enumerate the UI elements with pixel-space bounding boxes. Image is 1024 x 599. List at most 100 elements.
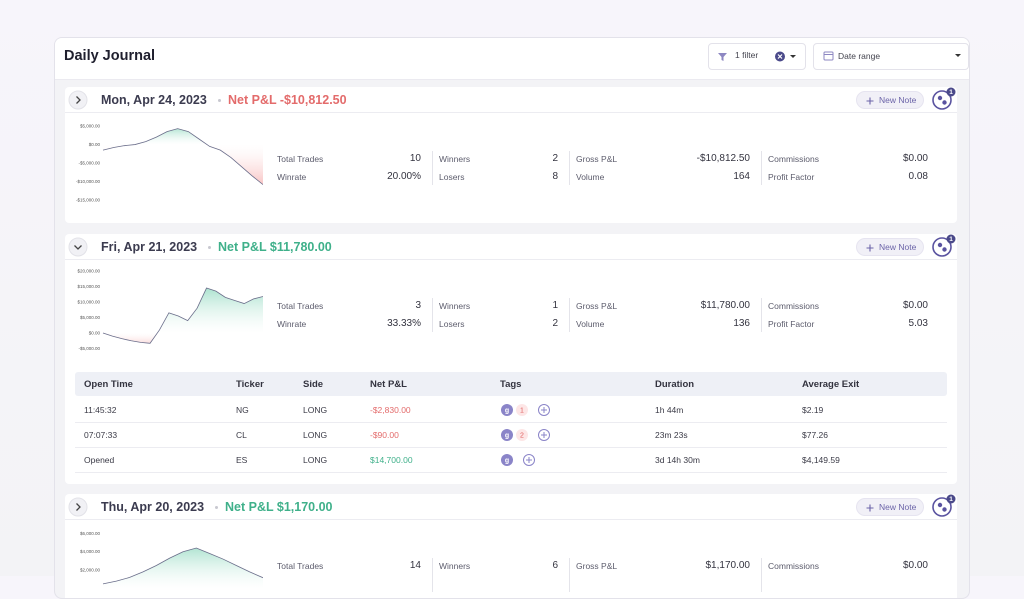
stat-label: Volume: [576, 319, 605, 329]
stat-label: Gross P&L: [576, 154, 618, 164]
y-tick-label: $5,000.00: [80, 124, 101, 129]
cell-open-time: 11:45:32: [84, 405, 117, 415]
day-date: Mon, Apr 24, 2023: [101, 93, 207, 107]
stat-label: Winners: [439, 301, 471, 311]
chevron: [76, 96, 81, 104]
badge-count: 1: [949, 236, 953, 243]
share-dot: [942, 100, 947, 105]
cell-net-pnl: -$90.00: [370, 430, 399, 440]
share-dot: [937, 502, 943, 508]
badge-count: 1: [949, 496, 953, 503]
stat-value: $11,780.00: [700, 300, 750, 311]
tag-chip: [501, 404, 513, 416]
stat-separator: [569, 558, 570, 592]
y-tick-label: $10,000.00: [77, 300, 100, 305]
add-tag[interactable]: [538, 404, 550, 416]
share-icon[interactable]: 1: [930, 87, 957, 113]
stat-label: Winrate: [277, 319, 307, 329]
stat-value: $0.00: [902, 560, 928, 571]
stat-value: 2: [552, 318, 558, 329]
new-note-button[interactable]: New Note: [856, 91, 924, 109]
tag-count: 1: [520, 408, 524, 415]
stat-separator: [761, 558, 762, 592]
filter-button[interactable]: 1 filter: [708, 43, 806, 70]
new-note-button[interactable]: New Note: [856, 238, 924, 256]
share-dot: [937, 242, 943, 248]
stat-separator: [432, 558, 433, 592]
add-tag-plus: [526, 457, 532, 463]
stat-value: 164: [733, 171, 750, 182]
new-note-button[interactable]: New Note: [856, 498, 924, 516]
column-header: Side: [303, 379, 324, 390]
cell-ticker: ES: [236, 455, 248, 465]
share-icon[interactable]: 1: [930, 494, 957, 520]
day-net-pnl: Net P&L -$10,812.50: [228, 93, 347, 107]
y-tick-label: $0.00: [89, 331, 101, 336]
cell-open-time: 07:07:33: [84, 430, 118, 440]
share-dot: [942, 247, 947, 252]
stat-label: Commissions: [768, 301, 820, 311]
tag-chip: [501, 429, 513, 441]
tag-chip: [501, 454, 513, 466]
cell-side: LONG: [303, 430, 328, 440]
day-header: Fri, Apr 21, 2023 Net P&L $11,780.00 New N…: [65, 234, 957, 260]
day-header: Mon, Apr 24, 2023 Net P&L -$10,812.50 New …: [65, 87, 957, 113]
pnl-line: [102, 128, 263, 185]
y-tick-label: $4,000.00: [80, 549, 101, 554]
y-tick-label: $5,000.00: [80, 315, 101, 320]
expand-toggle[interactable]: [68, 497, 88, 517]
filter-icon: [718, 53, 727, 61]
cell-average-exit: $2.19: [802, 405, 824, 415]
new-note-text: New Note: [879, 242, 917, 252]
cell-duration: 3d 14h 30m: [655, 455, 700, 465]
stat-value: $0.00: [902, 153, 928, 164]
expand-toggle[interactable]: [68, 90, 88, 110]
stat-value: 33.33%: [387, 318, 421, 329]
area-fill: [103, 548, 263, 589]
stat-separator: [761, 298, 762, 332]
share-dot: [937, 95, 943, 101]
expand-toggle[interactable]: [68, 237, 88, 257]
tag-name: g: [505, 408, 509, 415]
mini-chart: $6,000.00 $4,000.00 $2,000.00: [80, 531, 263, 589]
cell-open-time: Opened: [84, 455, 115, 465]
day-net-pnl: Net P&L $1,170.00: [225, 500, 333, 514]
stat-label: Profit Factor: [768, 319, 815, 329]
new-note-text: New Note: [879, 502, 917, 512]
day-net-pnl: Net P&L $11,780.00: [218, 240, 332, 254]
stat-value: 14: [409, 560, 421, 571]
mini-chart: $20,000.00 $15,000.00 $10,000.00 $5,000.00 $…: [77, 268, 263, 351]
cell-net-pnl: -$2,830.00: [370, 405, 411, 415]
share-circle: [932, 497, 952, 517]
stat-label: Commissions: [768, 154, 820, 164]
column-header: Duration: [655, 379, 695, 390]
share-circle: [932, 237, 952, 257]
area-fill: [103, 128, 263, 185]
stat-value: 2: [552, 153, 558, 164]
table-header: [75, 372, 947, 396]
stat-value: -$10,812.50: [696, 153, 750, 164]
stat-label: Gross P&L: [576, 561, 618, 571]
card-header: Daily Journal 1 filter Date range: [55, 38, 969, 80]
plus-icon: [866, 244, 874, 252]
share-icon[interactable]: 1: [930, 234, 957, 260]
stat-separator: [569, 151, 570, 185]
add-tag[interactable]: [538, 429, 550, 441]
toggle-circle: [68, 497, 88, 517]
pnl-line: [102, 287, 263, 344]
stat-label: Losers: [439, 319, 465, 329]
date-range-text: Date range: [838, 51, 881, 61]
dot: [218, 99, 221, 102]
cell-side: LONG: [303, 405, 328, 415]
stat-label: Total Trades: [277, 301, 324, 311]
stat-value: 10: [409, 153, 421, 164]
plus: [866, 97, 874, 105]
filter-clear[interactable]: [774, 50, 800, 63]
chevron: [74, 245, 82, 250]
date-range-button[interactable]: Date range: [813, 43, 969, 70]
add-tag-plus: [541, 407, 547, 413]
add-tag[interactable]: [523, 454, 535, 466]
stat-separator: [432, 151, 433, 185]
